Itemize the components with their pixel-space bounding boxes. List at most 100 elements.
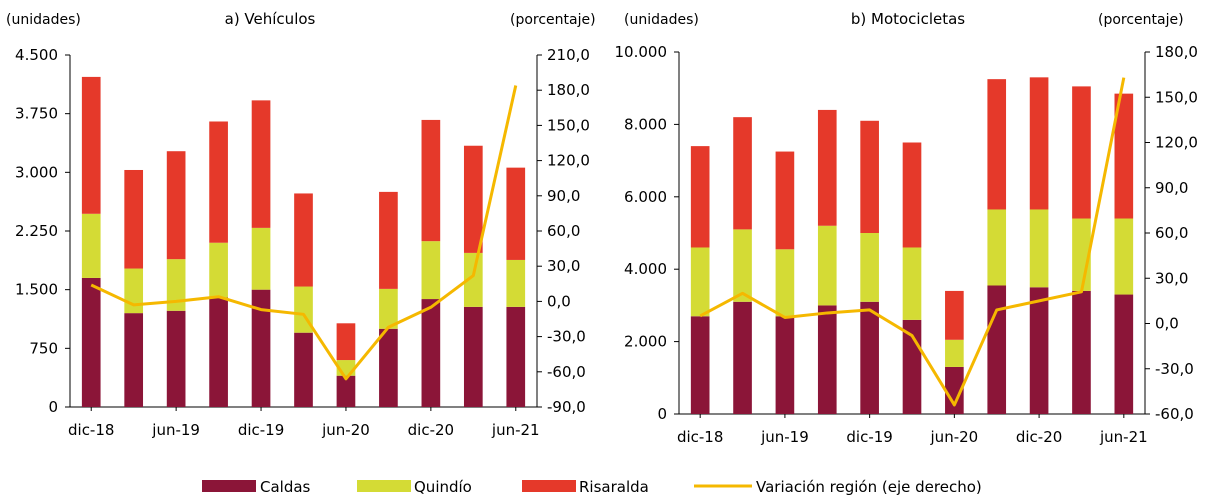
legend-label-quindio: Quindío bbox=[414, 478, 472, 496]
panel-b-bar-caldas bbox=[690, 316, 710, 414]
panel-a-bar-caldas bbox=[336, 375, 356, 407]
panel-b-bar-caldas bbox=[733, 301, 752, 414]
panel-b-y2-tick-label: 30,0 bbox=[1155, 269, 1188, 287]
panel-b-y2-tick-label: 90,0 bbox=[1155, 179, 1188, 197]
panel-b-x-tick-label: jun-20 bbox=[930, 428, 979, 446]
panel-b-bar-quindio bbox=[775, 249, 795, 317]
panel-b-bar-quindio bbox=[1114, 218, 1134, 295]
panel-b-bar-caldas bbox=[1114, 294, 1134, 414]
panel-b-y-tick-label: 6.000 bbox=[624, 188, 667, 206]
panel-a-bar-quindio bbox=[379, 288, 398, 329]
panel-a-bar-risaralda bbox=[336, 323, 356, 361]
panel-a-y2-tick-label: -90,0 bbox=[547, 398, 586, 416]
panel-a-y2-tick-label: 0,0 bbox=[547, 292, 571, 310]
panel-a-bar-risaralda bbox=[251, 100, 271, 228]
panel-a-title: a) Vehículos bbox=[225, 10, 316, 28]
panel-a-bar-risaralda bbox=[166, 151, 186, 260]
panel-b-title: b) Motocicletas bbox=[851, 10, 965, 28]
panel-a-bar-risaralda bbox=[124, 169, 144, 269]
panel-b-y2-tick-label: 0,0 bbox=[1155, 315, 1179, 333]
panel-b-x-tick-label: jun-21 bbox=[1099, 428, 1148, 446]
panel-b-y-tick-label: 4.000 bbox=[624, 260, 667, 278]
panel-a-bar-caldas bbox=[209, 297, 228, 407]
panel-a-line-variacion bbox=[90, 85, 518, 381]
panel-a-bar-risaralda bbox=[209, 121, 228, 243]
panel-b-bar-caldas bbox=[817, 305, 837, 414]
panel-a-y-tick-label: 0 bbox=[48, 398, 58, 416]
panel-b-bar-caldas bbox=[987, 285, 1007, 414]
panel-a-y2-tick-label: 180,0 bbox=[547, 81, 590, 99]
panel-b-bar-quindio bbox=[690, 247, 710, 317]
panel-a-y2-tick-label: 30,0 bbox=[547, 257, 580, 275]
panel-b-bar-quindio bbox=[987, 209, 1007, 286]
panel-a-y-tick-label: 2.250 bbox=[15, 222, 58, 240]
panel-b-bar-quindio bbox=[860, 233, 879, 302]
panel-a-bar-quindio bbox=[463, 252, 483, 307]
panel-a-bar-risaralda bbox=[421, 119, 441, 242]
legend-label-variacion: Variación región (eje derecho) bbox=[756, 478, 982, 496]
panel-b-y-tick-label: 8.000 bbox=[624, 115, 667, 133]
panel-a-bar-caldas bbox=[294, 332, 313, 407]
panel-a-y2-tick-label: 90,0 bbox=[547, 187, 580, 205]
panel-b-bar-risaralda bbox=[775, 151, 795, 250]
panel-b-plot: 0 2.000 4.000 6.000 8.000 10.000 -60,0 -30,0 0,0… bbox=[615, 43, 1198, 446]
panel-a-bar-quindio bbox=[81, 213, 101, 278]
panel-b-bar-caldas bbox=[1029, 287, 1049, 414]
panel-a-bar-risaralda bbox=[81, 76, 101, 214]
panel-a-x-tick-label: jun-20 bbox=[321, 421, 370, 439]
panel-a-ylabel: (unidades) bbox=[6, 12, 81, 28]
panel-a-bar-quindio bbox=[124, 268, 144, 314]
panel-b-bar-risaralda bbox=[1114, 93, 1134, 219]
panel-a-bar-quindio bbox=[251, 227, 271, 290]
panel-a-bar-caldas bbox=[166, 310, 186, 407]
panel-a-plot: 0 750 1.500 2.250 3.000 3.750 4.500 -90,0 -60,0 -… bbox=[15, 46, 590, 439]
panel-b-x-tick-label: dic-20 bbox=[1016, 428, 1062, 446]
panel-b-bar-quindio bbox=[817, 225, 837, 306]
panel-b-bar-risaralda bbox=[945, 290, 964, 340]
panel-a-bar-risaralda bbox=[506, 167, 526, 260]
panel-a-x-tick-label: jun-19 bbox=[151, 421, 200, 439]
panel-b-y-tick-label: 2.000 bbox=[624, 333, 667, 351]
panel-b-y-tick-label: 0 bbox=[657, 405, 667, 423]
panel-a-y-tick-label: 3.000 bbox=[15, 163, 58, 181]
panel-b-x-tick-label: jun-19 bbox=[760, 428, 809, 446]
panel-b-y2-tick-label: 60,0 bbox=[1155, 224, 1188, 242]
panel-b-bar-quindio bbox=[1029, 209, 1049, 288]
panel-a-bar-quindio bbox=[421, 241, 441, 300]
panel-b-bar-caldas bbox=[860, 301, 879, 414]
panel-b-y2-tick-label: 120,0 bbox=[1155, 134, 1198, 152]
panel-a-bar-caldas bbox=[124, 313, 144, 407]
panel-a-bar-quindio bbox=[166, 259, 186, 311]
panel-a-bar-risaralda bbox=[463, 145, 483, 253]
panel-b-bar-risaralda bbox=[987, 79, 1007, 210]
panel-a-x-tick-label: dic-20 bbox=[408, 421, 454, 439]
panel-a-y-tick-label: 4.500 bbox=[15, 46, 58, 64]
panel-b-bar-quindio bbox=[945, 339, 964, 367]
panel-b-x-tick-label: dic-18 bbox=[677, 428, 723, 446]
panel-a-y2-tick-label: 60,0 bbox=[547, 222, 580, 240]
legend-swatch-quindio bbox=[357, 480, 411, 492]
panel-a-y-tick-label: 3.750 bbox=[15, 105, 58, 123]
panel-a-bar-caldas bbox=[421, 299, 441, 407]
panel-a-y-tick-label: 1.500 bbox=[15, 281, 58, 299]
panel-b-ylabel: (unidades) bbox=[624, 12, 699, 28]
panel-b-bar-risaralda bbox=[860, 120, 879, 233]
panel-b-bar-caldas bbox=[775, 316, 795, 414]
panel-a-y2-tick-label: 120,0 bbox=[547, 152, 590, 170]
panel-a-x-tick-label: jun-21 bbox=[491, 421, 540, 439]
legend: Caldas Quindío Risaralda Variación regió… bbox=[202, 478, 982, 496]
panel-a-y2-tick-label: -30,0 bbox=[547, 328, 586, 346]
panel-b-bar-quindio bbox=[902, 247, 922, 320]
panel-a-bar-caldas bbox=[379, 328, 398, 407]
panel-a-bar-caldas bbox=[463, 306, 483, 407]
panel-b-bar-quindio bbox=[733, 229, 752, 302]
panel-b-bar-risaralda bbox=[902, 142, 922, 248]
legend-swatch-risaralda bbox=[522, 480, 576, 492]
panel-b-bar-risaralda bbox=[690, 146, 710, 248]
panel-b-x-tick-label: dic-19 bbox=[846, 428, 892, 446]
panel-a-bar-caldas bbox=[506, 306, 526, 407]
panel-b-y2label: (porcentaje) bbox=[1098, 12, 1184, 28]
panel-b-y2-tick-label: 180,0 bbox=[1155, 43, 1198, 61]
